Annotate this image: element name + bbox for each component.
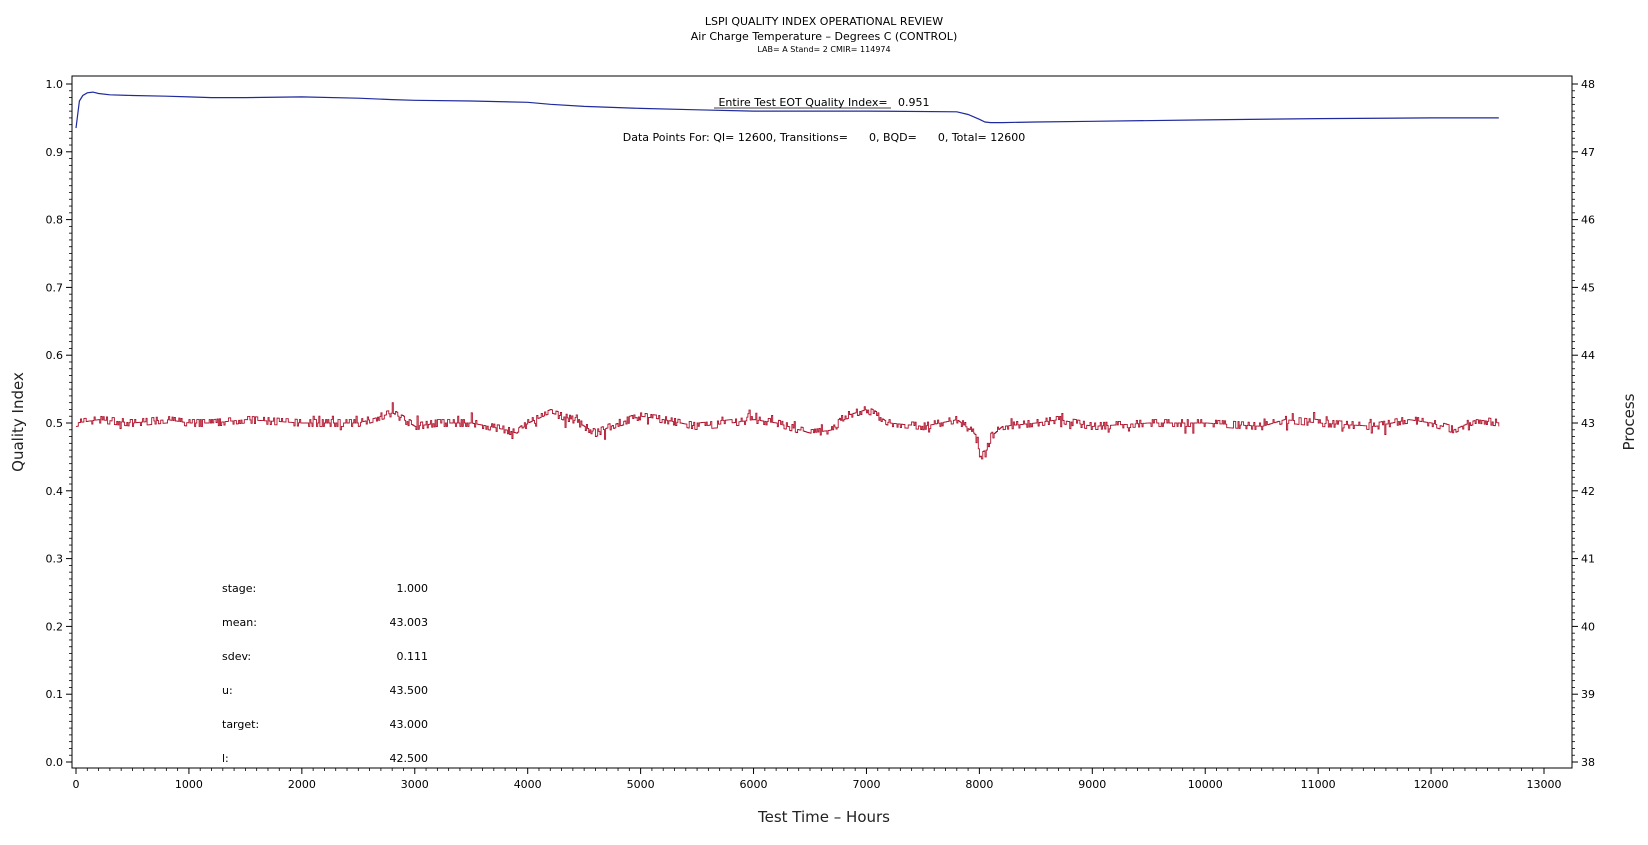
process-line — [76, 402, 1500, 460]
y-right-tick-label: 39 — [1581, 688, 1595, 701]
chart-subtitle: Air Charge Temperature – Degrees C (CONT… — [691, 30, 957, 43]
y-right-tick-label: 48 — [1581, 78, 1595, 91]
y-left-tick-label: 0.9 — [46, 146, 64, 159]
y-right-tick-label: 43 — [1581, 417, 1595, 430]
x-tick-label: 8000 — [965, 778, 993, 791]
stat-label: l: — [222, 752, 229, 765]
x-tick-label: 2000 — [288, 778, 316, 791]
y-axis-left-title: Quality Index — [9, 372, 27, 472]
y-right-tick-label: 42 — [1581, 485, 1595, 498]
y-left-tick-label: 0.6 — [46, 349, 64, 362]
y-right-tick-label: 46 — [1581, 214, 1595, 227]
chart-title: LSPI QUALITY INDEX OPERATIONAL REVIEW — [705, 15, 943, 28]
stat-value: 43.500 — [390, 684, 429, 697]
x-tick-label: 12000 — [1414, 778, 1449, 791]
stat-label: mean: — [222, 616, 257, 629]
y-right-tick-label: 40 — [1581, 620, 1595, 633]
stat-value: 43.003 — [390, 616, 429, 629]
plot-frame — [71, 75, 1573, 769]
y-right-tick-label: 47 — [1581, 146, 1595, 159]
y-left-tick-label: 0.4 — [46, 485, 64, 498]
x-tick-label: 4000 — [514, 778, 542, 791]
x-tick-label: 3000 — [401, 778, 429, 791]
stat-label: target: — [222, 718, 259, 731]
y-left-tick-label: 0.3 — [46, 553, 64, 566]
y-right-tick-label: 44 — [1581, 349, 1595, 362]
y-axis-left: 0.0 0.1 0.2 0.3 0.4 0.5 0.6 0.7 0.8 0.9 1.0 — [46, 78, 72, 769]
series-group — [75, 91, 1500, 460]
y-right-tick-label: 45 — [1581, 281, 1595, 294]
qi-annotation: Entire Test EOT Quality Index= 0.951 — [718, 96, 929, 109]
y-axis-right: 38 39 40 41 42 43 44 45 46 47 48 — [1572, 78, 1595, 769]
y-right-tick-label: 38 — [1581, 756, 1595, 769]
stat-value: 1.000 — [397, 582, 429, 595]
x-tick-label: 6000 — [740, 778, 768, 791]
chart-info: LAB= A Stand= 2 CMIR= 114974 — [757, 45, 890, 54]
stat-value: 0.111 — [397, 650, 429, 663]
y-left-tick-label: 0.2 — [46, 620, 64, 633]
stat-label: stage: — [222, 582, 256, 595]
x-axis-title: Test Time – Hours — [757, 808, 890, 826]
y-left-tick-label: 0.7 — [46, 281, 64, 294]
stat-value: 42.500 — [390, 752, 429, 765]
points-annotation: Data Points For: QI= 12600, Transitions=… — [623, 131, 1025, 144]
x-tick-label: 13000 — [1527, 778, 1562, 791]
y-left-tick-label: 0.5 — [46, 417, 64, 430]
x-tick-label: 7000 — [852, 778, 880, 791]
stat-value: 43.000 — [390, 718, 429, 731]
y-right-tick-label: 41 — [1581, 553, 1595, 566]
stats-block: stage: 1.000 mean: 43.003 sdev: 0.111 u: 43.500… — [222, 582, 428, 765]
x-tick-label: 11000 — [1301, 778, 1336, 791]
quality-index-line — [75, 91, 1499, 129]
stat-label: u: — [222, 684, 233, 697]
x-tick-label: 5000 — [627, 778, 655, 791]
x-tick-label: 1000 — [175, 778, 203, 791]
y-left-tick-label: 0.8 — [46, 214, 64, 227]
y-axis-right-title: Process — [1620, 393, 1638, 450]
x-tick-label: 10000 — [1188, 778, 1223, 791]
y-left-tick-label: 0.0 — [46, 756, 64, 769]
x-tick-label: 9000 — [1078, 778, 1106, 791]
y-left-tick-label: 1.0 — [46, 78, 64, 91]
x-axis: 0 1000 2000 3000 4000 5000 6000 7000 8000 9000 100… — [73, 768, 1562, 791]
stat-label: sdev: — [222, 650, 251, 663]
y-left-tick-label: 0.1 — [46, 688, 64, 701]
x-tick-label: 0 — [73, 778, 80, 791]
